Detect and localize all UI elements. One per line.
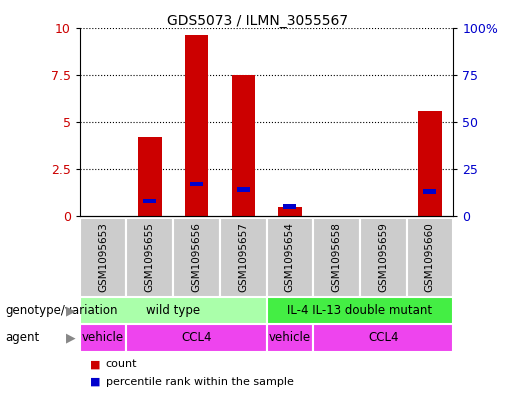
Text: genotype/variation: genotype/variation — [5, 304, 117, 317]
Text: GSM1095656: GSM1095656 — [192, 222, 201, 292]
Bar — [267, 324, 313, 352]
Bar — [80, 297, 267, 324]
Text: agent: agent — [5, 331, 40, 345]
Bar — [406, 218, 453, 297]
Bar — [423, 189, 436, 194]
Bar — [220, 218, 267, 297]
Bar — [127, 324, 267, 352]
Bar — [313, 324, 453, 352]
Text: IL-4 IL-13 double mutant: IL-4 IL-13 double mutant — [287, 304, 433, 317]
Text: GSM1095658: GSM1095658 — [332, 222, 341, 292]
Text: count: count — [106, 359, 137, 369]
Bar — [418, 110, 441, 216]
Bar — [283, 204, 296, 209]
Text: percentile rank within the sample: percentile rank within the sample — [106, 377, 294, 387]
Text: GSM1095659: GSM1095659 — [378, 222, 388, 292]
Text: vehicle: vehicle — [269, 331, 311, 345]
Bar — [237, 187, 250, 192]
Text: GSM1095655: GSM1095655 — [145, 222, 155, 292]
Text: ▶: ▶ — [66, 331, 75, 345]
Text: ▶: ▶ — [66, 304, 75, 317]
Text: wild type: wild type — [146, 304, 200, 317]
Text: CCL4: CCL4 — [181, 331, 212, 345]
Bar — [143, 199, 156, 204]
Text: GSM1095657: GSM1095657 — [238, 222, 248, 292]
Bar — [138, 137, 162, 216]
Text: vehicle: vehicle — [82, 331, 124, 345]
Text: ■: ■ — [90, 359, 100, 369]
Bar — [278, 207, 301, 216]
Bar — [80, 218, 127, 297]
Text: CCL4: CCL4 — [368, 331, 399, 345]
Bar — [127, 218, 173, 297]
Bar — [313, 218, 360, 297]
Text: GSM1095653: GSM1095653 — [98, 222, 108, 292]
Bar — [173, 218, 220, 297]
Text: GSM1095654: GSM1095654 — [285, 222, 295, 292]
Bar — [190, 182, 203, 186]
Bar — [267, 218, 313, 297]
Text: GDS5073 / ILMN_3055567: GDS5073 / ILMN_3055567 — [167, 14, 348, 28]
Bar — [185, 35, 208, 216]
Text: ■: ■ — [90, 377, 100, 387]
Text: GSM1095660: GSM1095660 — [425, 222, 435, 292]
Bar — [80, 324, 127, 352]
Bar — [232, 75, 255, 216]
Bar — [267, 297, 453, 324]
Bar — [360, 218, 406, 297]
